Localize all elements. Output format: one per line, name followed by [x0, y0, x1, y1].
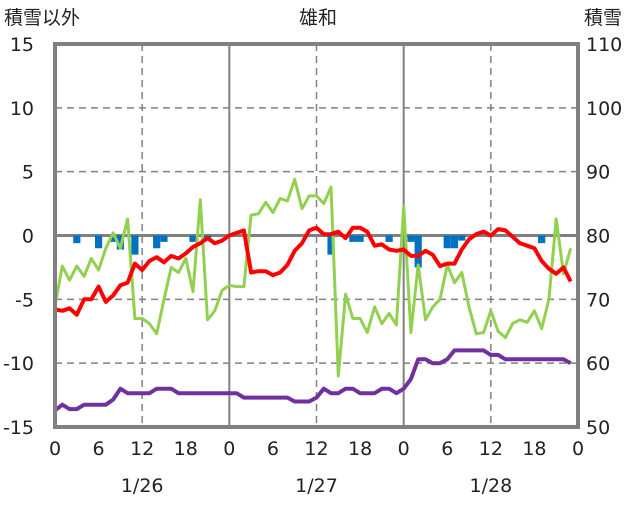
series-line-red — [54, 225, 573, 317]
left-tick-label: -15 — [3, 417, 34, 439]
precip-bar — [109, 235, 117, 242]
x-tick-label: 0 — [572, 438, 584, 460]
right-tick-label: 90 — [586, 162, 610, 184]
precip-bar — [189, 235, 197, 242]
precip-bar — [458, 235, 466, 241]
date-label: 1/28 — [469, 475, 512, 497]
precip-bar — [538, 235, 546, 244]
right-tick-label: 110 — [586, 34, 622, 56]
left-axis-label: 積雪以外 — [4, 7, 80, 29]
x-tick-label: 0 — [49, 438, 61, 460]
left-tick-label: 0 — [22, 226, 34, 248]
precip-bar — [356, 235, 364, 242]
x-tick-label: 0 — [223, 438, 235, 460]
x-tick-label: 0 — [398, 438, 410, 460]
plot-frame — [53, 42, 580, 429]
precip-bar — [450, 235, 459, 249]
precip-bar — [385, 235, 393, 242]
precip-bar — [73, 235, 81, 244]
precip-bar — [349, 235, 357, 242]
right-tick-label: 50 — [586, 417, 610, 439]
left-tick-label: -5 — [15, 289, 34, 311]
line-series — [53, 177, 573, 412]
x-tick-label: 6 — [267, 438, 279, 460]
x-tick-label: 12 — [130, 438, 154, 460]
x-tick-label: 12 — [304, 438, 328, 460]
right-axis-label: 積雪 — [584, 7, 622, 29]
precip-bar — [414, 235, 422, 268]
x-tick-label: 12 — [479, 438, 503, 460]
right-tick-label: 80 — [586, 226, 610, 248]
x-tick-label: 6 — [441, 438, 453, 460]
left-tick-label: 15 — [10, 34, 34, 56]
precip-bar — [131, 235, 139, 255]
x-tick-label: 18 — [348, 438, 372, 460]
date-label: 1/27 — [295, 475, 338, 497]
precip-bar — [407, 235, 415, 242]
date-label: 1/26 — [121, 475, 164, 497]
right-tick-label: 70 — [586, 289, 610, 311]
right-tick-label: 60 — [586, 353, 610, 375]
x-tick-label: 18 — [174, 438, 198, 460]
precip-bar — [327, 235, 335, 255]
series-line-purple — [53, 348, 572, 412]
left-tick-label: -10 — [3, 353, 34, 375]
chart-title: 雄和 — [299, 7, 337, 29]
x-tick-label: 18 — [522, 438, 546, 460]
left-tick-label: 5 — [22, 162, 34, 184]
precip-bar — [153, 235, 161, 249]
bar-series — [73, 235, 546, 268]
precip-bar — [443, 235, 451, 249]
x-tick-label: 6 — [93, 438, 105, 460]
left-tick-label: 10 — [10, 98, 34, 120]
right-tick-label: 100 — [586, 98, 622, 120]
precip-bar — [160, 235, 168, 242]
precip-bar — [94, 235, 103, 249]
series-line-green — [53, 177, 573, 378]
